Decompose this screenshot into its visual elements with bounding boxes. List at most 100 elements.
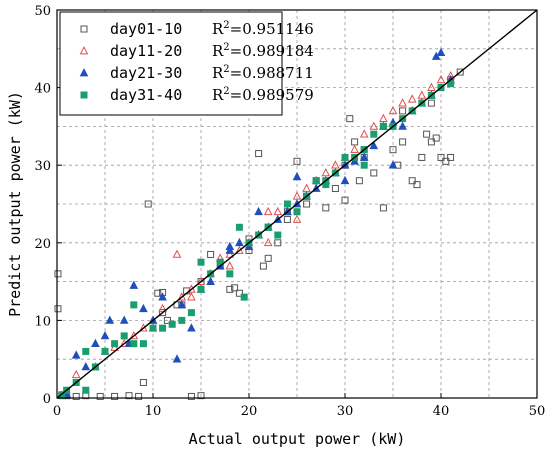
data-point bbox=[130, 340, 138, 348]
data-point bbox=[54, 305, 62, 313]
data-point bbox=[159, 309, 167, 317]
data-point bbox=[264, 254, 272, 262]
data-point bbox=[292, 171, 302, 181]
data-point bbox=[369, 121, 379, 130]
data-point bbox=[111, 392, 119, 400]
data-point bbox=[172, 354, 182, 363]
data-point bbox=[370, 130, 378, 138]
y-tick-label: 0 bbox=[43, 392, 51, 407]
data-point bbox=[96, 392, 104, 400]
data-point bbox=[379, 113, 388, 122]
data-point bbox=[163, 316, 171, 324]
data-point bbox=[139, 378, 147, 386]
data-point bbox=[432, 134, 440, 142]
data-point bbox=[398, 121, 407, 130]
legend-marker bbox=[80, 25, 88, 33]
data-point bbox=[187, 323, 196, 332]
data-point bbox=[370, 169, 378, 177]
legend-r2: R2=0.988711 bbox=[212, 64, 314, 82]
data-point bbox=[431, 51, 441, 60]
data-point bbox=[350, 144, 359, 154]
data-point bbox=[263, 206, 273, 216]
data-point bbox=[154, 289, 162, 297]
data-point bbox=[101, 347, 109, 355]
data-point bbox=[105, 315, 115, 324]
data-point bbox=[225, 249, 235, 258]
axis-ticks bbox=[56, 9, 538, 399]
data-point bbox=[388, 105, 398, 115]
data-point bbox=[369, 140, 379, 150]
data-point bbox=[331, 160, 340, 169]
data-point bbox=[139, 340, 147, 348]
data-point bbox=[274, 231, 282, 239]
data-point bbox=[302, 183, 311, 192]
legend-marker bbox=[80, 91, 88, 99]
data-point bbox=[129, 280, 139, 289]
data-point bbox=[436, 74, 446, 84]
data-point bbox=[407, 94, 417, 103]
data-point bbox=[235, 289, 243, 297]
data-point bbox=[346, 115, 354, 123]
data-point bbox=[388, 160, 398, 169]
data-point bbox=[226, 270, 234, 278]
data-point bbox=[158, 303, 167, 313]
x-tick-label: 40 bbox=[433, 404, 450, 419]
y-tick-label: 30 bbox=[34, 159, 51, 174]
data-point bbox=[379, 122, 387, 130]
y-tick-label: 40 bbox=[34, 82, 51, 97]
data-point bbox=[427, 82, 436, 91]
data-point bbox=[144, 200, 152, 208]
data-point bbox=[71, 350, 81, 359]
legend-box bbox=[59, 11, 283, 116]
data-point bbox=[178, 316, 186, 324]
legend-label: day31-40 bbox=[110, 86, 182, 104]
data-point bbox=[418, 153, 426, 161]
data-point bbox=[235, 245, 244, 254]
x-tick-label: 20 bbox=[241, 404, 258, 419]
data-point bbox=[226, 285, 234, 293]
data-point bbox=[225, 261, 235, 270]
data-point bbox=[263, 237, 273, 247]
data-point bbox=[120, 332, 128, 340]
data-point bbox=[81, 362, 91, 371]
data-point bbox=[417, 90, 427, 99]
data-point bbox=[359, 129, 369, 138]
data-point bbox=[341, 153, 349, 161]
data-point bbox=[197, 285, 205, 293]
reference-line bbox=[56, 9, 538, 399]
data-point bbox=[135, 392, 143, 400]
data-point bbox=[119, 338, 129, 348]
legend-label: day21-30 bbox=[110, 64, 182, 82]
data-point bbox=[283, 200, 291, 208]
data-point bbox=[158, 292, 167, 301]
data-point bbox=[321, 168, 331, 177]
data-point bbox=[119, 315, 129, 324]
data-point bbox=[231, 284, 239, 292]
data-point bbox=[312, 177, 320, 185]
data-point bbox=[437, 153, 445, 161]
data-point bbox=[259, 262, 267, 270]
x-tick-label: 50 bbox=[529, 404, 546, 419]
data-point bbox=[82, 386, 90, 394]
data-point bbox=[91, 338, 100, 348]
legend-label: day01-10 bbox=[110, 20, 182, 38]
data-point bbox=[273, 206, 283, 216]
axis-tick-labels: 0 10 20 30 40 50 0 10 20 30 40 50 bbox=[34, 4, 545, 419]
data-point bbox=[255, 150, 263, 158]
data-point bbox=[235, 237, 244, 247]
data-point bbox=[359, 152, 369, 161]
data-point bbox=[235, 223, 243, 231]
plot-frame bbox=[56, 9, 538, 399]
data-point bbox=[303, 200, 311, 208]
x-tick-label: 10 bbox=[145, 404, 162, 419]
data-point bbox=[159, 324, 167, 332]
data-point bbox=[149, 324, 157, 332]
data-point bbox=[225, 241, 235, 251]
data-point bbox=[341, 196, 349, 204]
data-point bbox=[197, 258, 205, 266]
data-point bbox=[177, 299, 187, 309]
data-point bbox=[172, 249, 182, 258]
data-point bbox=[206, 276, 215, 285]
data-point bbox=[168, 320, 176, 328]
